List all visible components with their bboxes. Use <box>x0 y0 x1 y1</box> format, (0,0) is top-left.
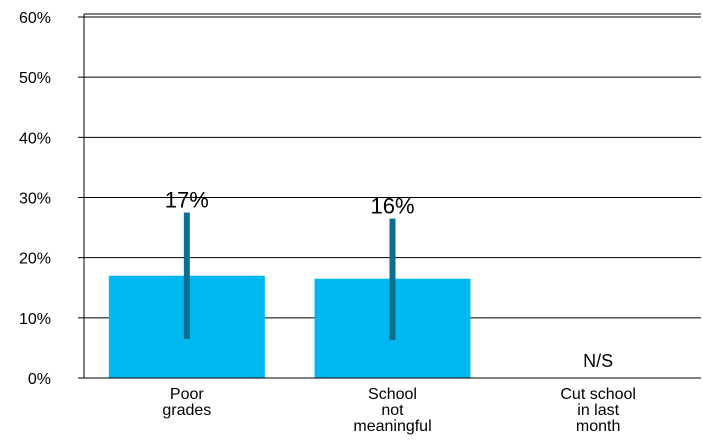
y-axis-ticks: 0% 10% 20% 30% 40% 50% 60% <box>19 10 84 388</box>
y-tick-label: 0% <box>28 371 51 388</box>
bars <box>108 275 471 378</box>
error-bar <box>183 212 190 339</box>
error-bar <box>389 218 396 341</box>
x-category-label: grades <box>162 402 211 419</box>
error-bars <box>183 212 396 341</box>
x-category-label: Poor <box>170 386 204 403</box>
y-tick-label: 10% <box>19 311 51 328</box>
y-tick-label: 30% <box>19 191 51 208</box>
data-labels: 17% 16% N/S <box>165 188 613 371</box>
x-category-label: meaningful <box>353 418 431 435</box>
x-category-label: Cut school <box>560 386 636 403</box>
x-category-label: School <box>368 386 417 403</box>
y-tick-label: 20% <box>19 251 51 268</box>
x-category-label: not <box>381 402 404 419</box>
not-significant-label: N/S <box>583 351 613 371</box>
x-category-label: in last <box>577 402 619 419</box>
data-label: 16% <box>370 194 414 219</box>
y-tick-label: 60% <box>19 10 51 27</box>
data-label: 17% <box>165 188 209 213</box>
y-tick-label: 40% <box>19 130 51 147</box>
x-category-label: month <box>576 418 620 435</box>
y-tick-label: 50% <box>19 70 51 87</box>
